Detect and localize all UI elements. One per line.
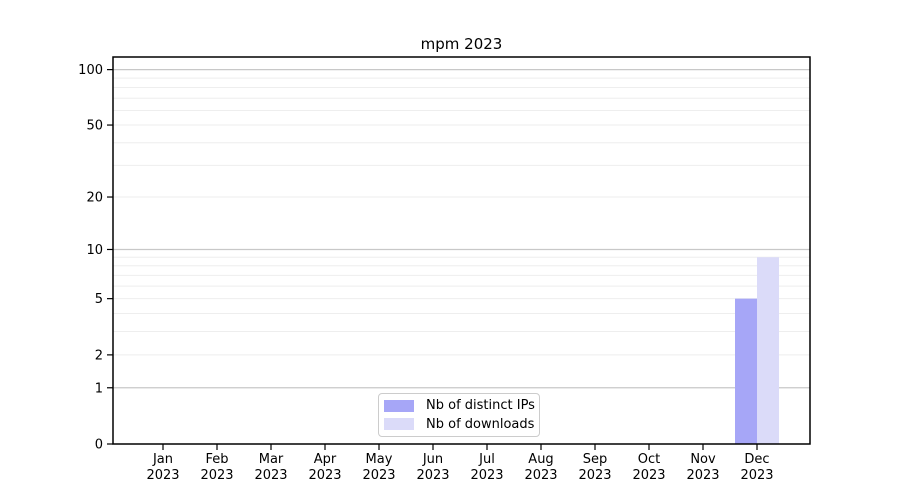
bar-downloads-dec	[757, 257, 779, 444]
legend-item-downloads: Nb of downloads	[384, 415, 539, 433]
x-tick-label-year: 2023	[254, 468, 287, 483]
x-tick-label-year: 2023	[470, 468, 503, 483]
x-tick-label-year: 2023	[524, 468, 557, 483]
y-tick-label: 0	[95, 438, 103, 453]
x-tick-label-month: Dec	[744, 452, 769, 467]
x-tick-label-month: Sep	[583, 452, 608, 467]
x-tick-label-year: 2023	[416, 468, 449, 483]
y-tick-label: 5	[95, 292, 103, 307]
x-tick-label-month: Aug	[528, 452, 553, 467]
x-tick-label-year: 2023	[200, 468, 233, 483]
x-tick-label-month: Jan	[152, 452, 173, 467]
legend-label-distinct-ips: Nb of distinct IPs	[426, 398, 535, 414]
x-tick-label-year: 2023	[686, 468, 719, 483]
x-tick-label-month: Mar	[259, 452, 284, 467]
y-tick-label: 1	[95, 381, 103, 396]
chart-title: mpm 2023	[420, 35, 503, 53]
legend: Nb of distinct IPs Nb of downloads	[378, 393, 540, 437]
legend-swatch-downloads	[384, 418, 414, 431]
x-tick-label-year: 2023	[362, 468, 395, 483]
y-tick-label: 50	[86, 119, 103, 134]
y-tick-label: 10	[86, 243, 103, 258]
x-tick-label-month: Oct	[638, 452, 660, 467]
x-tick-label-year: 2023	[578, 468, 611, 483]
legend-swatch-distinct-ips	[384, 399, 414, 412]
y-tick-label: 2	[95, 348, 103, 363]
y-tick-label: 100	[78, 63, 103, 78]
x-tick-label-year: 2023	[632, 468, 665, 483]
y-tick-label: 20	[86, 191, 103, 206]
plot-frame	[112, 56, 811, 445]
x-tick-label-month: Nov	[690, 452, 716, 467]
x-tick-label-month: Feb	[205, 452, 228, 467]
legend-label-downloads: Nb of downloads	[426, 416, 535, 432]
x-tick-label-year: 2023	[146, 468, 179, 483]
x-tick-label-month: Apr	[314, 452, 337, 467]
bar-distinct-ips-dec	[735, 298, 757, 444]
x-tick-label-month: May	[366, 452, 393, 467]
x-tick-label-year: 2023	[740, 468, 773, 483]
x-tick-label-month: Jun	[422, 452, 443, 467]
legend-item-distinct-ips: Nb of distinct IPs	[384, 397, 539, 415]
x-tick-label-year: 2023	[308, 468, 341, 483]
x-tick-label-month: Jul	[478, 452, 495, 467]
